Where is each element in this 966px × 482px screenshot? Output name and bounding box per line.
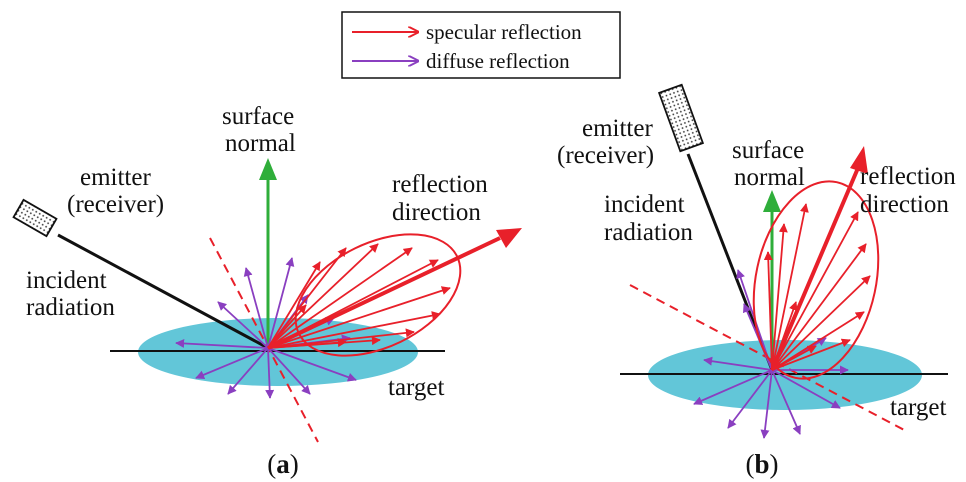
- emitter-label-a-1: emitter: [80, 164, 151, 191]
- reflection-direction-arrow-b: [770, 167, 860, 371]
- reflection-label-a-1: reflection: [392, 171, 488, 198]
- surface-normal-label-b-2: normal: [734, 164, 805, 191]
- specular-lobe-b: [752, 180, 880, 380]
- target-label-a: target: [388, 374, 445, 401]
- legend-specular-label: specular reflection: [426, 20, 582, 44]
- surface-normal-label-a-2: normal: [225, 130, 296, 157]
- reflection-direction-head-b: [850, 146, 868, 174]
- incident-label-b-1: incident: [604, 191, 685, 218]
- caption-b: (b): [745, 449, 778, 479]
- surface-normal-label-a-1: surface: [222, 103, 294, 130]
- incident-label-a-2: radiation: [26, 294, 115, 321]
- incident-label-b-2: radiation: [604, 219, 693, 246]
- surface-normal-label-b-1: surface: [732, 137, 804, 164]
- panel-a: surface normal emitter (receiver) incide…: [12, 103, 522, 479]
- reflection-direction-head-a: [496, 228, 522, 248]
- emitter-b: [657, 83, 705, 153]
- reflection-label-b-2: direction: [860, 191, 949, 218]
- legend: specular reflection diffuse reflection: [341, 11, 621, 79]
- panel-b: emitter (receiver) surface normal reflec…: [557, 83, 956, 479]
- incident-label-a-1: incident: [26, 267, 107, 294]
- target-label-b: target: [890, 394, 947, 421]
- reflection-label-a-2: direction: [392, 199, 481, 226]
- surface-normal-head-b: [763, 190, 781, 212]
- reflection-label-b-1: reflection: [860, 163, 956, 190]
- emitter-label-b-2: (receiver): [557, 142, 654, 169]
- caption-a: (a): [267, 449, 299, 479]
- legend-diffuse-label: diffuse reflection: [426, 49, 570, 73]
- emitter-label-b-1: emitter: [582, 115, 653, 142]
- incident-ray-a: [57, 233, 269, 350]
- dashed-plane-a: [209, 237, 319, 443]
- reflection-direction-arrow-a: [267, 236, 501, 350]
- specular-reflection-b: [763, 203, 871, 371]
- legend-box: [341, 11, 621, 79]
- emitter-a: [12, 198, 58, 238]
- emitter-label-a-2: (receiver): [67, 191, 164, 218]
- surface-normal-head-a: [259, 158, 277, 180]
